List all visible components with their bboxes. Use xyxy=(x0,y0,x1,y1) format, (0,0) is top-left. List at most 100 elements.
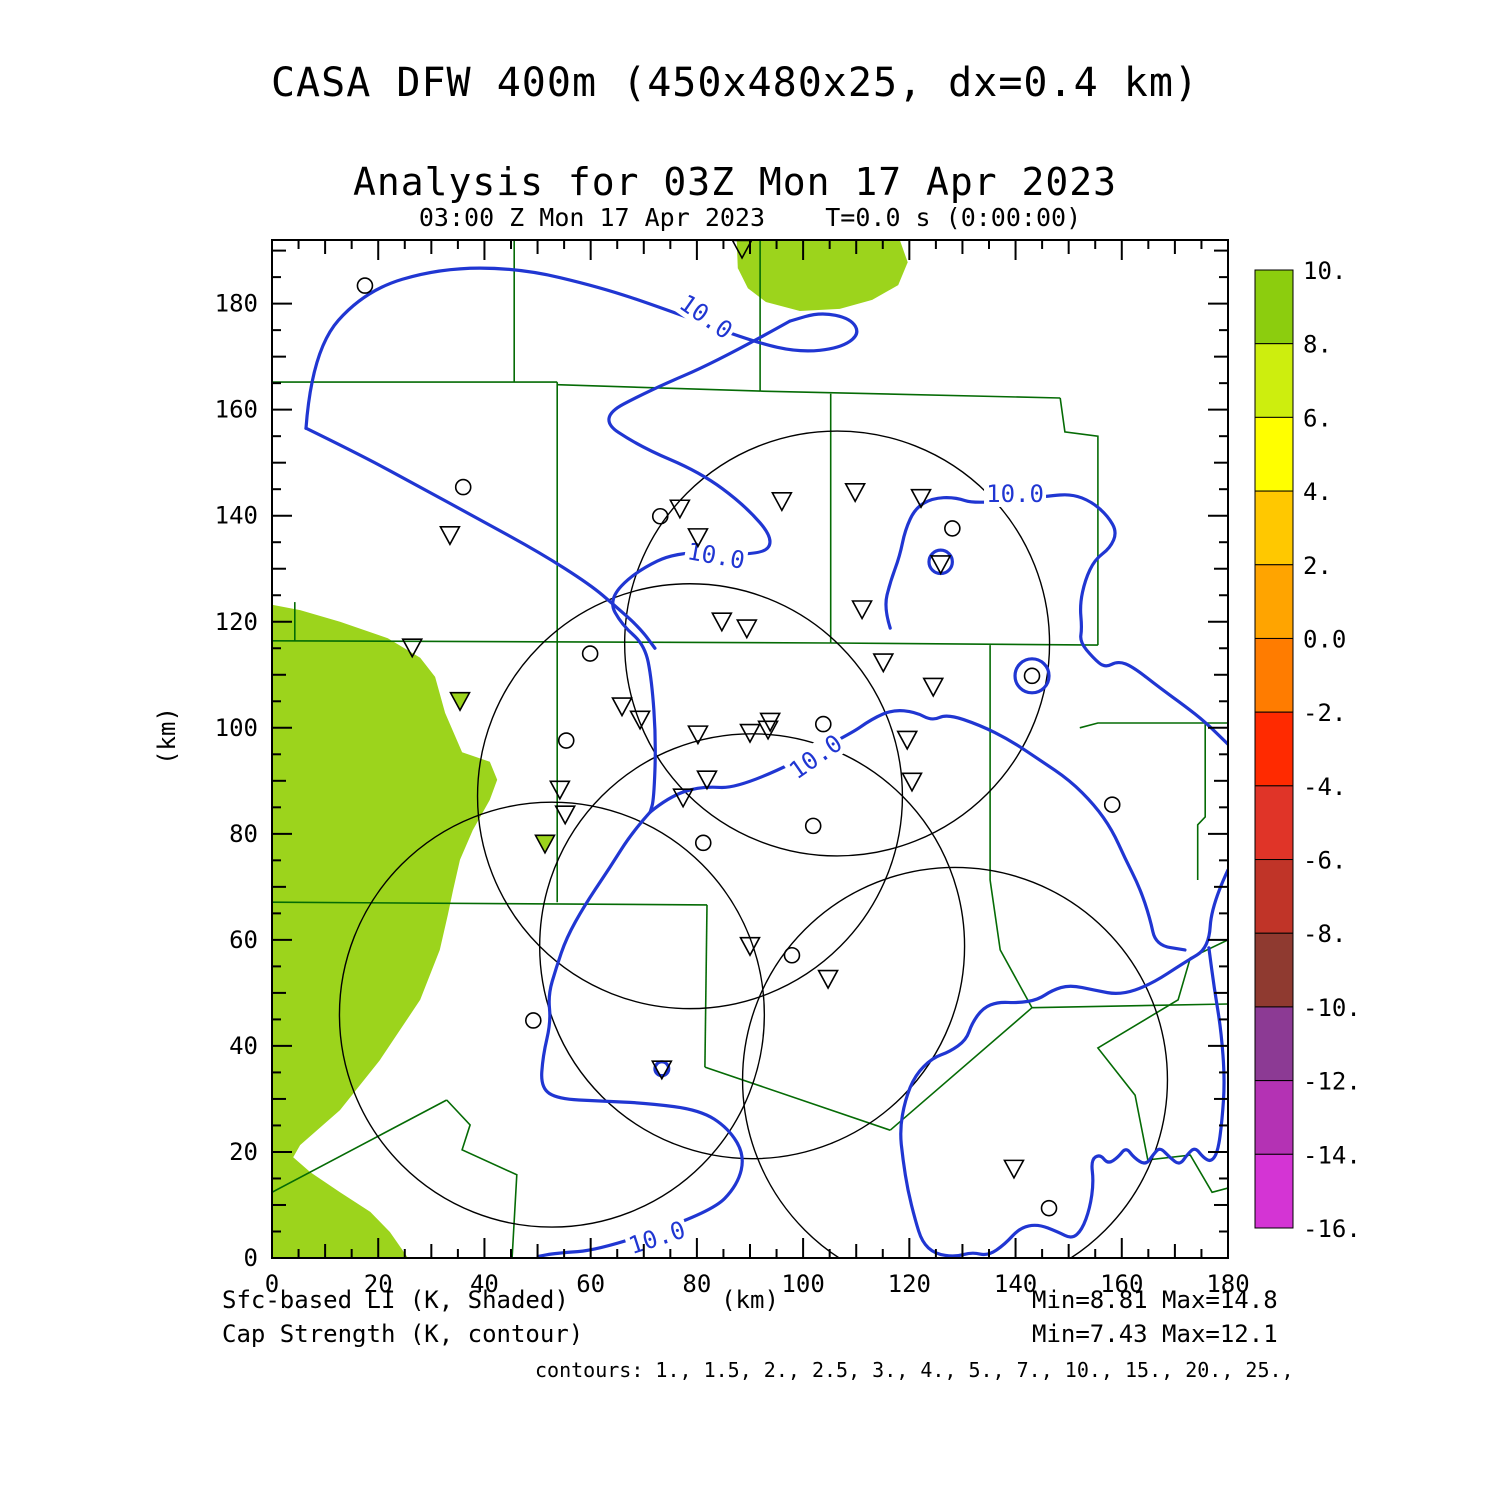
station-circle-marker xyxy=(804,817,822,835)
station-triangle-marker xyxy=(735,619,758,640)
colorbar-tick-label: -12. xyxy=(1303,1068,1361,1096)
colorbar-tick-label: 2. xyxy=(1303,552,1332,580)
y-axis-tick-label: 80 xyxy=(229,820,258,848)
station-triangle-marker xyxy=(922,677,945,698)
legend-shaded-field: Sfc-based LI (K, Shaded) xyxy=(222,1286,569,1314)
x-axis-tick-label: 180 xyxy=(1206,1270,1249,1298)
map-layers: 10.0 10.0 10.0 10.0 10.0 xyxy=(272,240,1228,1260)
county-boundary xyxy=(1196,723,1206,880)
x-axis-tick-label: 120 xyxy=(888,1270,931,1298)
county-boundary xyxy=(272,639,831,644)
contour-label-group: 10.0 xyxy=(623,1216,691,1260)
station-triangle-marker-shaded xyxy=(534,834,556,855)
colorbar-tick-label: -14. xyxy=(1303,1141,1361,1169)
county-boundary xyxy=(830,642,1098,646)
station-circle-marker xyxy=(694,834,712,852)
station-triangle-marker xyxy=(872,653,895,674)
county-boundary xyxy=(272,1099,448,1194)
station-circle-marker xyxy=(454,478,472,496)
station-circle-marker xyxy=(814,715,832,733)
cap-strength-contour xyxy=(884,493,1228,746)
contour-levels-list: contours: 1., 1.5, 2., 2.5, 3., 4., 5., … xyxy=(535,1358,1294,1382)
station-triangle-marker xyxy=(549,780,571,801)
station-triangle-marker xyxy=(739,936,761,957)
contour-label: 10.0 xyxy=(986,480,1044,508)
county-boundary xyxy=(1059,397,1099,646)
colorbar: 10. 8. 6. 4. 2. 0.0 -2. -4. -6. -8. -10. -12. -14. -1… xyxy=(1254,257,1361,1243)
station-circle-marker xyxy=(1103,796,1121,813)
cap-strength-contour xyxy=(536,810,744,1258)
colorbar-tick-label: -10. xyxy=(1303,994,1361,1022)
y-axis-tick-label: 180 xyxy=(215,290,258,318)
contour-field-minmax: Min=7.43 Max=12.1 xyxy=(1032,1320,1278,1348)
x-axis-tick-label: 140 xyxy=(994,1270,1037,1298)
colorbar-tick-label: -8. xyxy=(1303,920,1346,948)
station-circle-marker xyxy=(783,946,801,964)
colorbar-cell xyxy=(1254,490,1294,566)
y-axis-tick-label: 140 xyxy=(215,502,258,530)
station-triangle-marker xyxy=(1003,1159,1025,1180)
colorbar-tick-label: 0.0 xyxy=(1303,625,1346,653)
station-circle-marker xyxy=(525,1012,542,1029)
station-triangle-marker xyxy=(817,969,839,990)
station-triangle-marker xyxy=(910,488,932,509)
colorbar-cell xyxy=(1254,1006,1294,1082)
radar-range-ring xyxy=(741,866,1169,1258)
county-boundary xyxy=(704,1066,891,1131)
cap-strength-contour-ring xyxy=(927,548,954,576)
x-axis-tick-label: 80 xyxy=(682,1270,711,1298)
colorbar-cell xyxy=(1254,637,1294,713)
title-line-2: Analysis for 03Z Mon 17 Apr 2023 xyxy=(352,160,1118,204)
x-axis-tick-label: 40 xyxy=(470,1270,499,1298)
cap-strength-contour xyxy=(899,868,1228,1258)
y-axis-tick-label: 60 xyxy=(229,926,258,954)
contour-label: 10.0 xyxy=(625,1216,689,1260)
station-circle-marker xyxy=(1040,1199,1058,1217)
colorbar-cell xyxy=(1254,269,1294,345)
y-axis-tick-label: 100 xyxy=(215,714,258,742)
colorbar-tick-label: 8. xyxy=(1303,331,1332,359)
y-axis-unit-label: (km) xyxy=(152,707,181,765)
cap-strength-contour xyxy=(304,426,657,650)
contour-label-group: 10.0 xyxy=(673,288,739,346)
x-axis-tick-label: 160 xyxy=(1100,1270,1143,1298)
radar-range-ring xyxy=(538,733,966,1160)
station-triangle-marker xyxy=(669,499,691,520)
colorbar-cell xyxy=(1254,859,1294,934)
cap-strength-contour xyxy=(648,709,1187,952)
station-triangle-marker xyxy=(687,528,709,549)
y-axis-tick-label: 20 xyxy=(229,1138,258,1166)
y-axis-tick-label: 120 xyxy=(215,608,258,636)
colorbar-tick-label: 6. xyxy=(1303,404,1332,432)
colorbar-cell xyxy=(1254,932,1294,1008)
station-triangle-marker xyxy=(771,492,793,513)
shaded-li-region xyxy=(272,604,498,1258)
colorbar-cell xyxy=(1254,416,1294,492)
y-axis-tick-label: 40 xyxy=(229,1032,258,1060)
station-triangle-marker xyxy=(929,555,952,576)
station-triangle-marker xyxy=(759,712,782,733)
station-triangle-marker xyxy=(401,638,424,659)
station-triangle-marker xyxy=(696,770,718,791)
page-title: CASA DFW 400m (450x480x25, dx=0.4 km) An… xyxy=(0,22,1470,242)
station-circle-marker xyxy=(944,520,961,537)
station-triangle-marker xyxy=(896,730,919,751)
station-circle-marker xyxy=(651,507,669,525)
county-boundary xyxy=(889,1007,1033,1131)
station-triangle-marker xyxy=(629,710,651,731)
station-circle-marker xyxy=(356,277,374,294)
county-boundary xyxy=(1079,722,1228,729)
station-circle-marker xyxy=(557,732,575,749)
contour-label-group: 10.0 xyxy=(683,537,749,575)
station-triangle-marker xyxy=(611,697,633,718)
colorbar-tick-label: -6. xyxy=(1303,847,1346,875)
radar-range-ring xyxy=(623,430,1051,857)
county-boundary xyxy=(989,645,1033,1009)
county-boundary xyxy=(446,1099,518,1258)
x-axis-tick-label: 60 xyxy=(576,1270,605,1298)
y-axis-tick-label: 160 xyxy=(215,396,258,424)
colorbar-tick-label: 4. xyxy=(1303,478,1332,506)
station-triangle-marker xyxy=(711,612,733,633)
x-axis-tick-label: 100 xyxy=(781,1270,824,1298)
